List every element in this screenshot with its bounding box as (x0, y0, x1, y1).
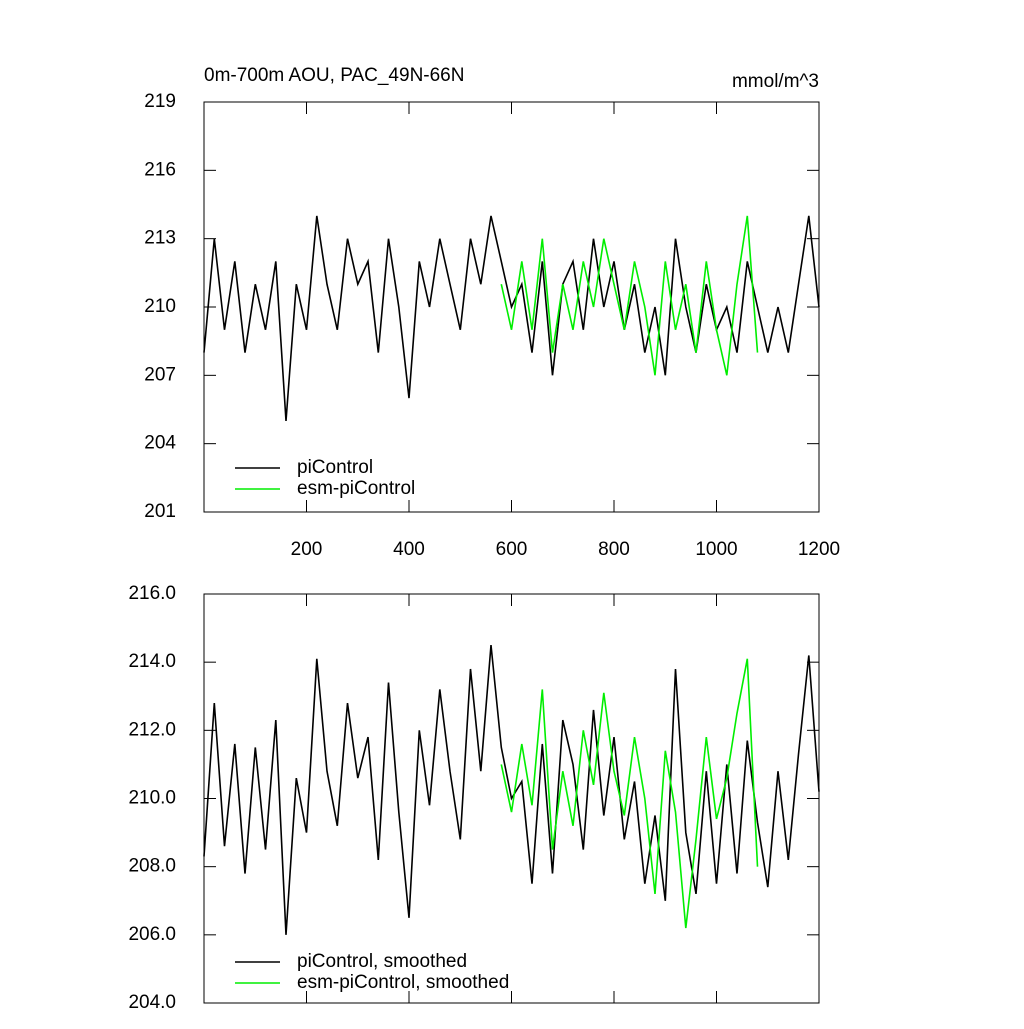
y-tick-label: 204.0 (128, 992, 176, 1013)
legend-label: esm-piControl, smoothed (297, 972, 509, 993)
y-tick-label: 207 (144, 364, 176, 385)
series-line (203, 215, 820, 421)
y-tick-label: 216 (144, 159, 176, 180)
x-tick-label: 1200 (798, 539, 840, 560)
units-label: mmol/m^3 (732, 71, 819, 92)
y-tick-label: 210 (144, 296, 176, 317)
y-tick-label: 214.0 (128, 651, 176, 672)
x-tick-label: 600 (496, 539, 528, 560)
y-tick-label: 208.0 (128, 856, 176, 877)
y-tick-label: 216.0 (128, 583, 176, 604)
x-tick-label: 200 (291, 539, 323, 560)
legend-label: piControl, smoothed (297, 951, 467, 972)
chart-title: 0m-700m AOU, PAC_49N-66N (204, 65, 464, 86)
series-line (500, 658, 759, 929)
y-tick-label: 213 (144, 228, 176, 249)
x-tick-label: 800 (598, 539, 630, 560)
y-tick-label: 201 (144, 501, 176, 522)
y-tick-label: 204 (144, 433, 176, 454)
legend-label: piControl (297, 457, 373, 478)
y-tick-label: 219 (144, 91, 176, 112)
series-line (203, 645, 820, 935)
series-line (500, 215, 759, 376)
y-tick-label: 212.0 (128, 719, 176, 740)
x-tick-label: 400 (393, 539, 425, 560)
legend-label: esm-piControl (297, 478, 415, 499)
y-tick-label: 206.0 (128, 924, 176, 945)
x-tick-label: 1000 (695, 539, 737, 560)
y-tick-label: 210.0 (128, 788, 176, 809)
